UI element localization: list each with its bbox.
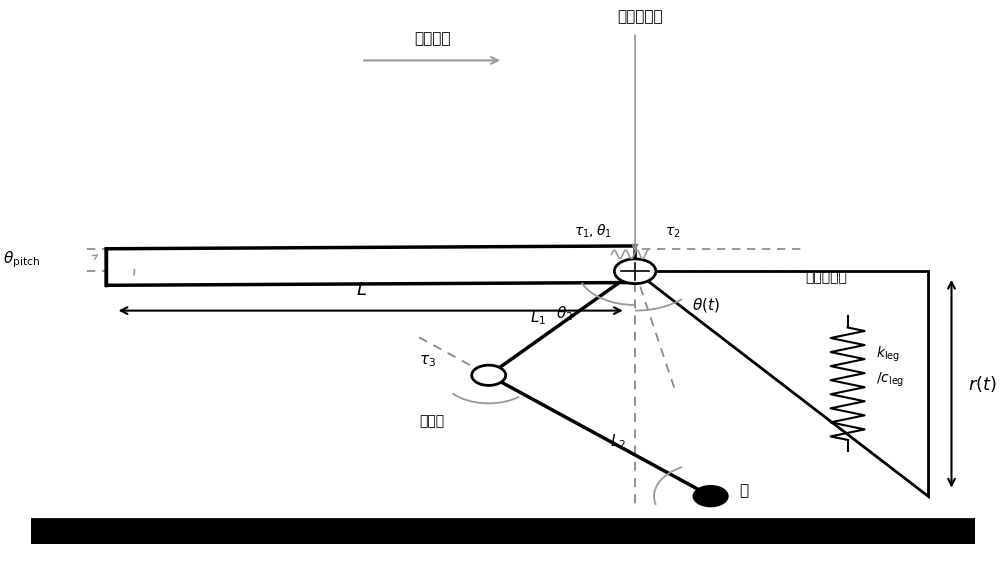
Text: $k_{\rm leg}$
/$c_{\rm leg}$: $k_{\rm leg}$ /$c_{\rm leg}$ xyxy=(876,345,904,389)
Text: $\tau_3$: $\tau_3$ xyxy=(419,353,436,369)
Text: $r(t)$: $r(t)$ xyxy=(968,373,997,394)
Text: $\tau_2$: $\tau_2$ xyxy=(665,226,681,240)
Text: $\theta(t)$: $\theta(t)$ xyxy=(692,296,720,314)
Text: $L_2$: $L_2$ xyxy=(610,432,627,451)
Polygon shape xyxy=(106,246,635,285)
Text: 前进方向: 前进方向 xyxy=(414,32,450,46)
Text: 地面: 地面 xyxy=(163,524,181,539)
Bar xyxy=(31,519,975,544)
Polygon shape xyxy=(635,271,928,496)
Text: 膝关节: 膝关节 xyxy=(419,415,445,429)
Text: 足: 足 xyxy=(739,483,748,498)
Text: $L_1$: $L_1$ xyxy=(530,308,546,327)
Text: 侧摆髋关节: 侧摆髋关节 xyxy=(617,9,663,24)
Text: 前摆髋关节: 前摆髋关节 xyxy=(805,270,847,284)
Circle shape xyxy=(614,259,656,284)
Text: $\theta_{\rm pitch}$: $\theta_{\rm pitch}$ xyxy=(3,250,40,270)
Text: $\theta_2$: $\theta_2$ xyxy=(556,304,573,323)
Text: $\tau_1, \theta_1$: $\tau_1, \theta_1$ xyxy=(574,223,611,240)
Circle shape xyxy=(472,365,506,385)
Text: $L$: $L$ xyxy=(356,281,367,299)
Text: $\theta_3$: $\theta_3$ xyxy=(660,523,677,542)
Circle shape xyxy=(694,486,728,506)
